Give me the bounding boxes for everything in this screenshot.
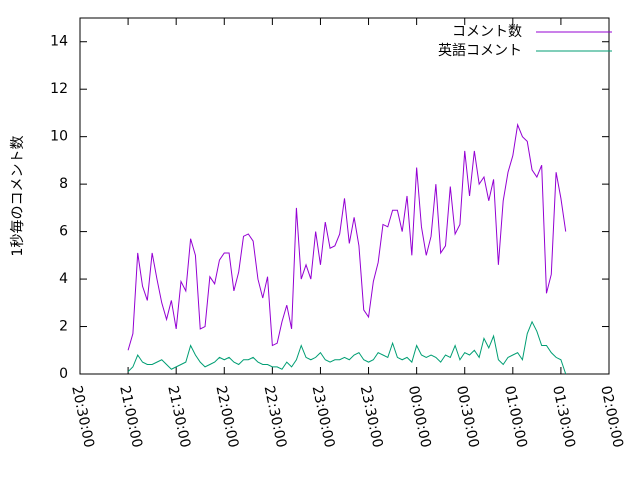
x-tick-label: 20:30:00 bbox=[68, 384, 97, 449]
x-tick-label: 23:00:00 bbox=[309, 384, 338, 449]
series-line bbox=[127, 122, 567, 351]
y-tick-label: 14 bbox=[50, 34, 68, 50]
y-tick-label: 12 bbox=[50, 81, 68, 97]
y-tick-label: 0 bbox=[59, 366, 68, 382]
series-line bbox=[127, 320, 567, 375]
x-tick-label: 23:30:00 bbox=[357, 384, 386, 449]
legend-label: コメント数 bbox=[452, 24, 522, 40]
x-tick-label: 00:30:00 bbox=[453, 384, 482, 449]
x-tick-label: 01:00:00 bbox=[501, 384, 530, 449]
y-tick-label: 8 bbox=[59, 176, 68, 192]
x-tick-label: 21:00:00 bbox=[116, 384, 145, 449]
y-tick-label: 4 bbox=[59, 271, 68, 287]
x-tick-label: 02:00:00 bbox=[597, 384, 626, 449]
legend-label: 英語コメント bbox=[438, 42, 522, 59]
y-tick-label: 2 bbox=[59, 319, 68, 335]
y-tick-label: 10 bbox=[50, 129, 68, 145]
x-tick-label: 00:00:00 bbox=[405, 384, 434, 449]
plot-border bbox=[79, 17, 610, 375]
x-tick-label: 01:30:00 bbox=[549, 384, 578, 449]
y-axis-label: 1秒毎のコメント数 bbox=[10, 136, 26, 257]
x-tick-label: 22:00:00 bbox=[212, 384, 241, 449]
x-tick-label: 21:30:00 bbox=[164, 384, 193, 449]
x-tick-label: 22:30:00 bbox=[261, 384, 290, 449]
y-tick-label: 6 bbox=[59, 224, 68, 240]
